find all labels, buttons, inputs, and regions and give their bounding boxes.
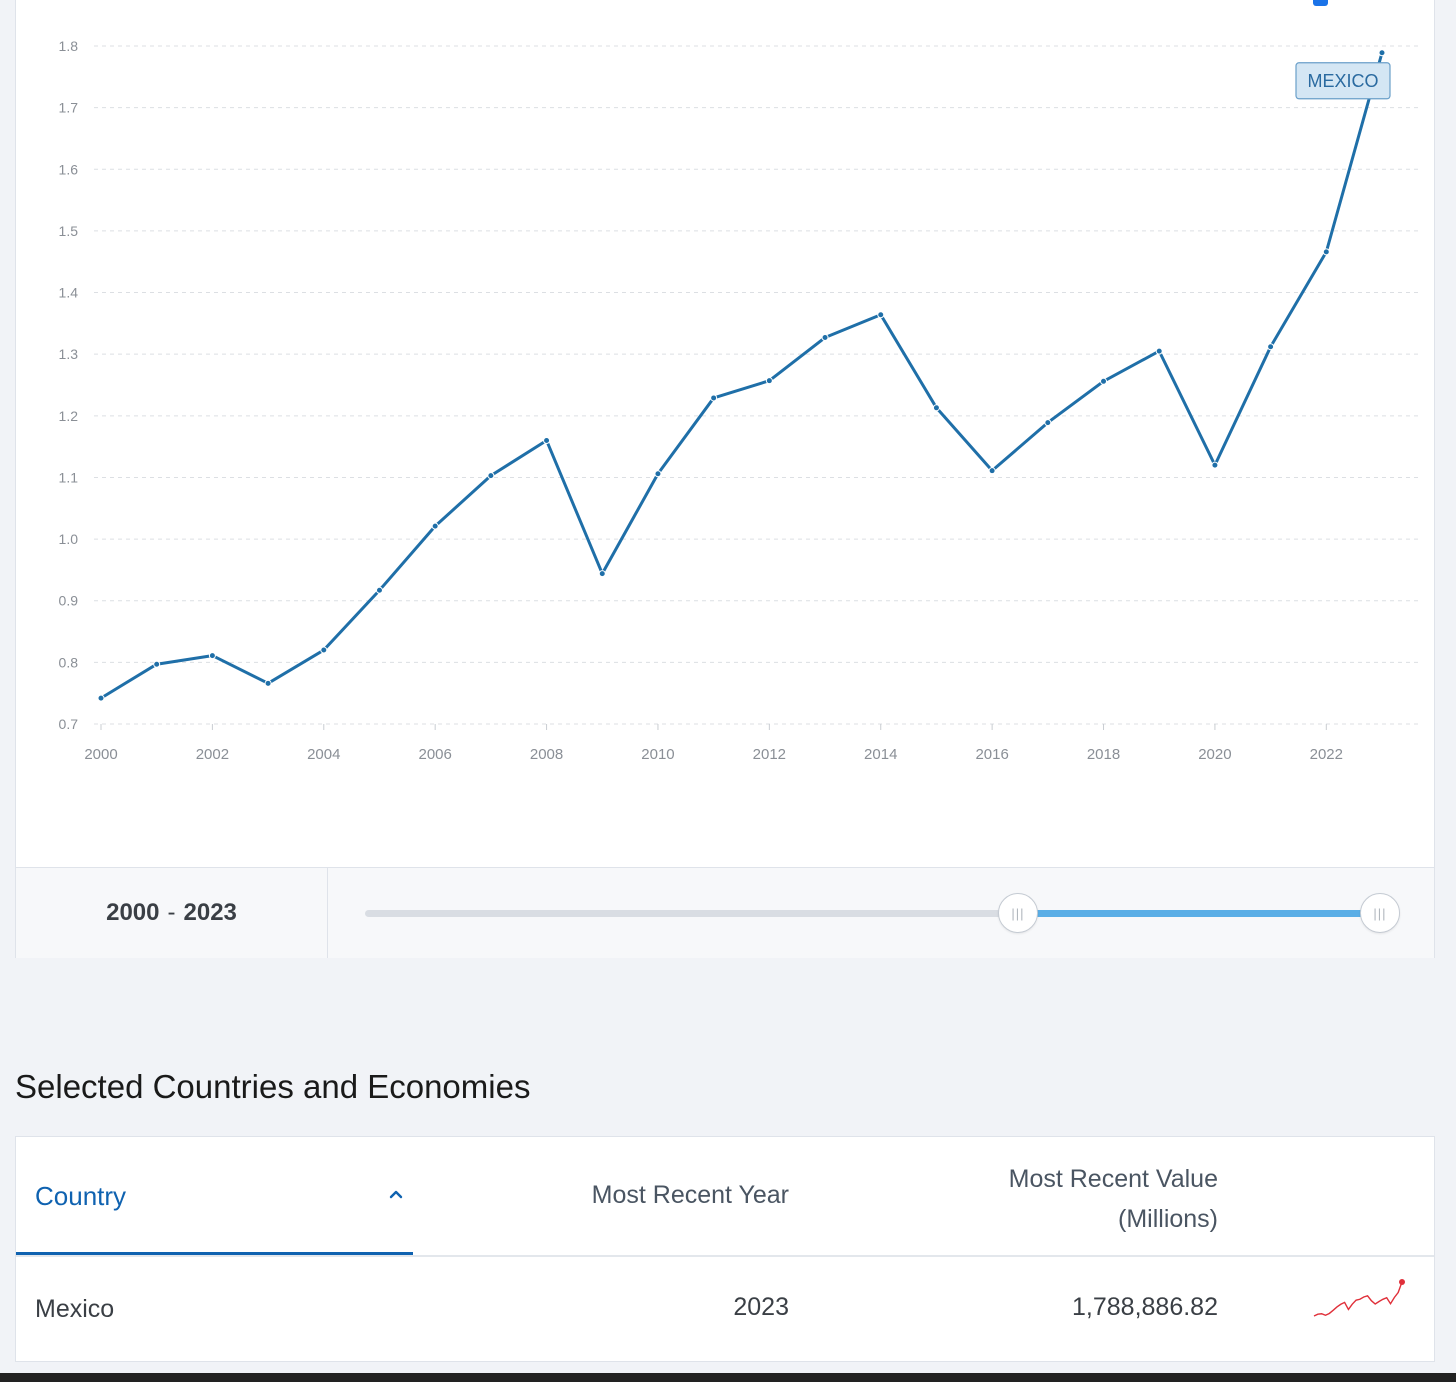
x-tick-label: 2012 xyxy=(753,746,786,763)
year-range-bar: 2000 - 2023 ||| ||| xyxy=(16,867,1434,958)
data-point xyxy=(710,394,718,402)
year-range-label: 2000 - 2023 xyxy=(16,868,328,958)
y-tick-label: 1.7 xyxy=(59,100,79,116)
range-end: 2023 xyxy=(183,899,237,926)
sparkline-chart xyxy=(1313,1279,1405,1317)
y-tick-label: 0.9 xyxy=(59,593,79,609)
y-tick-label: 1.5 xyxy=(59,223,79,239)
chevron-up-icon[interactable] xyxy=(389,1189,403,1199)
x-tick-label: 2004 xyxy=(307,746,340,763)
data-point xyxy=(932,404,940,412)
y-tick-label: 1.0 xyxy=(59,531,79,547)
x-tick-label: 2008 xyxy=(530,746,563,763)
window-bottom-edge xyxy=(0,1373,1456,1382)
x-tick-label: 2002 xyxy=(196,746,229,763)
data-point xyxy=(264,679,272,687)
grip-icon: ||| xyxy=(1011,905,1025,921)
chart-info-icon[interactable] xyxy=(1313,0,1328,6)
column-label-value-unit: (Millions) xyxy=(1118,1205,1218,1233)
series-line xyxy=(100,52,1384,700)
x-tick-label: 2022 xyxy=(1310,746,1343,763)
data-point xyxy=(1044,419,1052,427)
range-separator: - xyxy=(167,899,176,926)
data-point xyxy=(1267,343,1275,351)
column-header-country[interactable]: Country xyxy=(16,1137,413,1255)
data-point xyxy=(1378,49,1386,57)
chart-card: 0.7 0.8 0.9 1.0 1.1 1.2 1.3 1.4 1.5 1.6 1.7 1.8 2000… xyxy=(15,0,1435,958)
x-tick-label: 2018 xyxy=(1087,746,1120,763)
column-label-value: Most Recent Value xyxy=(1008,1165,1218,1193)
column-header-value[interactable]: Most Recent Value (Millions) xyxy=(896,1159,1218,1239)
data-point xyxy=(877,311,885,319)
data-point xyxy=(988,467,996,475)
x-tick-label: 2014 xyxy=(864,746,897,763)
range-slider-start-handle[interactable]: ||| xyxy=(998,893,1038,933)
column-header-year[interactable]: Most Recent Year xyxy=(591,1181,789,1209)
data-point xyxy=(487,472,495,480)
x-tick-label: 2016 xyxy=(975,746,1008,763)
row-value: 1,788,886.82 xyxy=(1072,1293,1218,1321)
row-year: 2023 xyxy=(733,1293,789,1321)
data-point xyxy=(375,586,383,594)
y-tick-label: 1.6 xyxy=(59,161,79,177)
table-header: Country Most Recent Year Most Recent Val… xyxy=(16,1137,1434,1257)
y-tick-label: 1.4 xyxy=(59,285,79,301)
data-point xyxy=(765,377,773,385)
y-tick-label: 1.8 xyxy=(59,38,79,54)
data-point xyxy=(598,570,606,578)
y-tick-label: 1.1 xyxy=(59,469,79,485)
series-label-box xyxy=(1295,62,1391,100)
data-point xyxy=(654,470,662,478)
range-slider-track[interactable] xyxy=(365,910,1381,917)
line-chart: 0.7 0.8 0.9 1.0 1.1 1.2 1.3 1.4 1.5 1.6 1.7 1.8 2000… xyxy=(59,38,1418,763)
x-tick-label: 2020 xyxy=(1198,746,1231,763)
grip-icon: ||| xyxy=(1373,905,1387,921)
countries-table: Country Most Recent Year Most Recent Val… xyxy=(15,1136,1435,1362)
data-point xyxy=(1100,377,1108,385)
section-title: Selected Countries and Economies xyxy=(15,1068,531,1105)
y-tick-label: 0.8 xyxy=(59,654,79,670)
series-label: MEXICO xyxy=(1307,71,1378,91)
range-start: 2000 xyxy=(106,899,160,926)
data-point xyxy=(208,652,216,660)
data-point xyxy=(431,522,439,530)
x-tick-label: 2010 xyxy=(641,746,674,763)
row-country-mexico[interactable]: Mexico xyxy=(35,1295,115,1323)
data-point xyxy=(821,334,829,342)
data-point xyxy=(1322,248,1330,256)
x-tick-label: 2006 xyxy=(418,746,451,763)
y-tick-label: 1.2 xyxy=(59,408,79,424)
y-tick-label: 0.7 xyxy=(59,716,79,732)
column-label-country: Country xyxy=(35,1181,127,1211)
data-point xyxy=(543,436,551,444)
data-point xyxy=(97,694,105,702)
data-point xyxy=(320,646,328,654)
data-point xyxy=(1155,347,1163,355)
y-tick-label: 1.3 xyxy=(59,346,79,362)
x-tick-label: 2000 xyxy=(84,746,117,763)
data-point xyxy=(1211,461,1219,469)
sparkline-last-point xyxy=(1399,1279,1405,1285)
range-slider-selection[interactable] xyxy=(1018,910,1380,917)
sparkline-line xyxy=(1313,1281,1403,1317)
data-point xyxy=(153,660,161,668)
range-slider-end-handle[interactable]: ||| xyxy=(1360,893,1400,933)
